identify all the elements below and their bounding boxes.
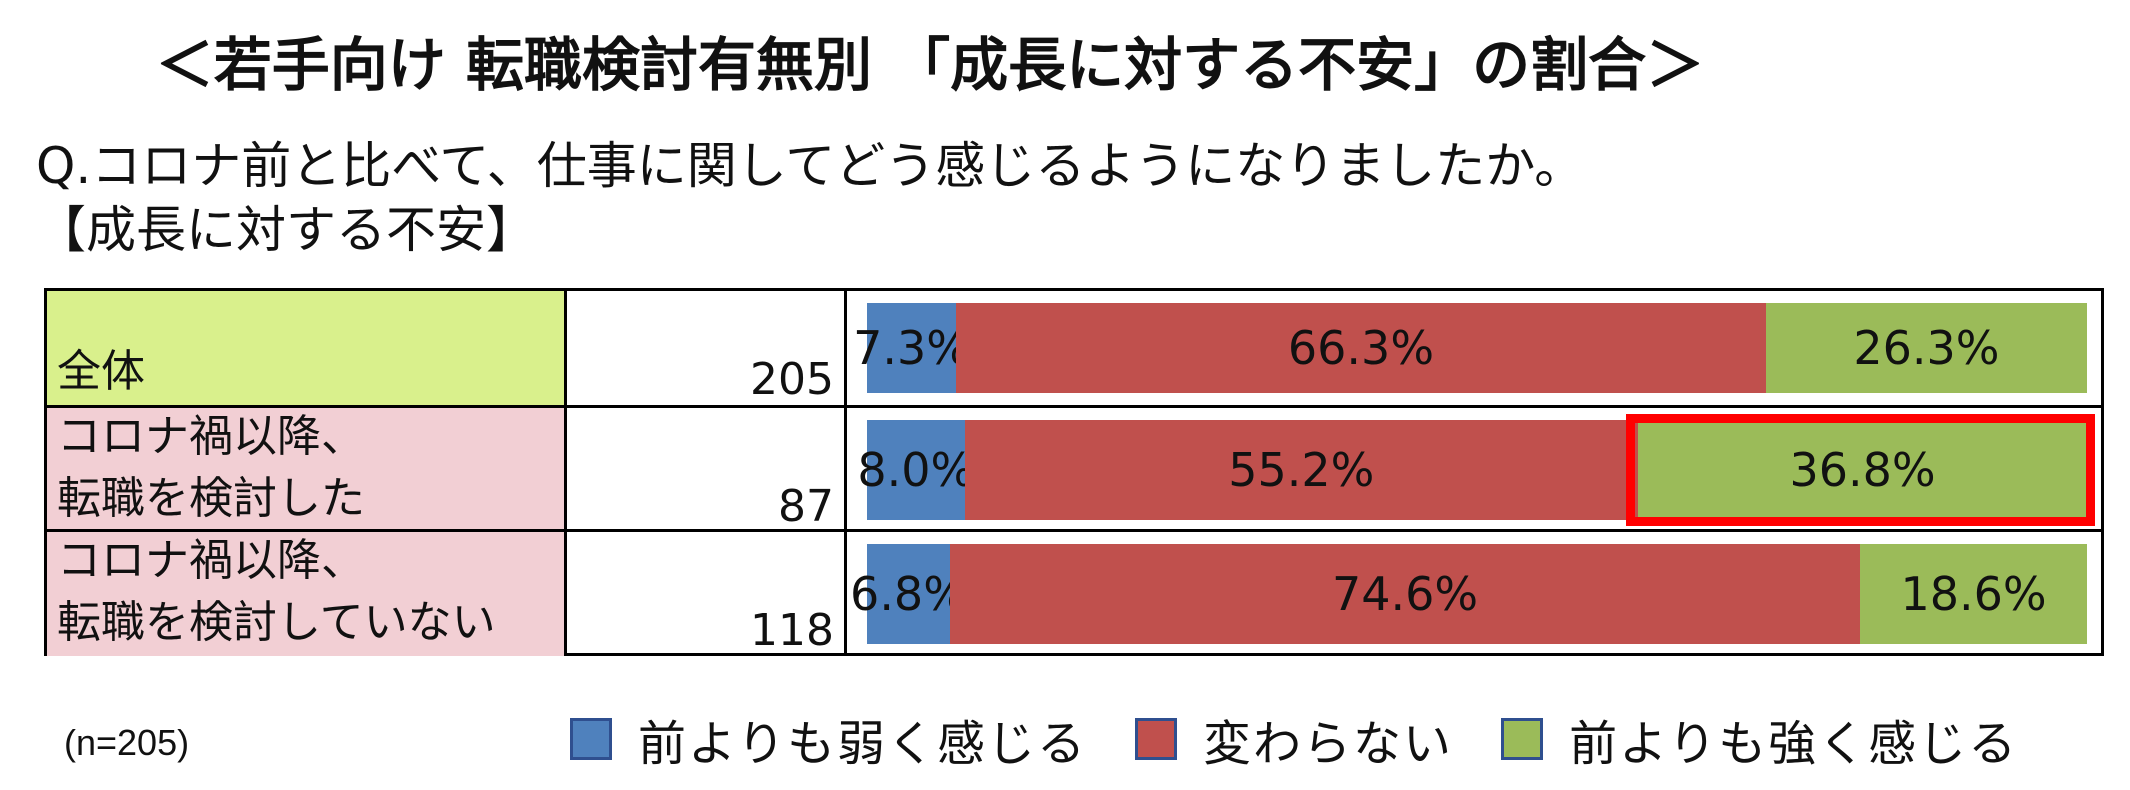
bar-segment: 74.6% bbox=[949, 544, 1861, 644]
highlight-box bbox=[1626, 414, 2095, 526]
category-label: コロナ禍以降、 転職を検討していない bbox=[47, 532, 567, 656]
chart-row: 全体 205 7.3% 66.3% 26.3% bbox=[47, 291, 2101, 405]
bar-segment: 66.3% bbox=[956, 303, 1766, 393]
chart-row: コロナ禍以降、 転職を検討していない 118 6.8% 74.6% 18.6% bbox=[47, 529, 2101, 656]
data-label: 6.8% bbox=[850, 567, 967, 621]
stacked-bar: 6.8% 74.6% 18.6% bbox=[850, 544, 2087, 644]
chart-title: ＜若手向け 転職検討有無別 「成長に対する不安」の割合＞ bbox=[155, 31, 1705, 99]
chart-row: コロナ禍以降、 転職を検討した 87 8.0% 55.2% 36.8% bbox=[47, 405, 2101, 532]
chart-legend: 前よりも弱く感じる 変わらない 前よりも強く感じる bbox=[570, 704, 2066, 774]
data-label: 18.6% bbox=[1900, 567, 2047, 621]
legend-label: 前よりも強く感じる bbox=[1569, 716, 2019, 772]
chart-subtitle: 【成長に対する不安】 bbox=[36, 201, 536, 259]
sample-count: 205 bbox=[567, 291, 847, 405]
data-label: 66.3% bbox=[1287, 321, 1435, 375]
sample-count: 87 bbox=[567, 408, 847, 532]
data-label: 26.3% bbox=[1853, 321, 2000, 375]
question-text: Q.コロナ前と比べて、仕事に関してどう感じるようになりましたか。 bbox=[36, 137, 1585, 195]
bar-cell: 8.0% 55.2% 36.8% bbox=[847, 408, 2101, 532]
legend-swatch bbox=[1501, 718, 1544, 760]
sample-count: 118 bbox=[567, 532, 847, 656]
data-label: 8.0% bbox=[857, 443, 975, 497]
legend-item: 前よりも強く感じる bbox=[1501, 704, 2018, 774]
category-label: コロナ禍以降、 転職を検討した bbox=[47, 408, 567, 532]
bar-segment: 7.3% bbox=[853, 303, 970, 393]
legend-label: 変わらない bbox=[1203, 716, 1454, 772]
stacked-bar-table: 全体 205 7.3% 66.3% 26.3% コロナ禍以降、 転職を検討した 87 8.0%… bbox=[44, 288, 2104, 656]
data-label: 36.8% bbox=[1789, 443, 1936, 497]
data-label: 74.6% bbox=[1331, 567, 1479, 621]
legend-swatch bbox=[1135, 718, 1178, 760]
legend-swatch bbox=[570, 718, 612, 760]
data-label: 7.3% bbox=[853, 321, 971, 375]
legend-item: 前よりも弱く感じる bbox=[570, 704, 1087, 774]
bar-cell: 6.8% 74.6% 18.6% bbox=[847, 532, 2101, 656]
bar-segment: 36.8% bbox=[1638, 420, 2087, 520]
bar-cell: 7.3% 66.3% 26.3% bbox=[847, 291, 2101, 405]
bar-segment: 6.8% bbox=[850, 544, 967, 644]
bar-segment: 55.2% bbox=[964, 420, 1639, 520]
bar-segment: 18.6% bbox=[1860, 544, 2087, 644]
bar-segment: 8.0% bbox=[857, 420, 974, 520]
bar-segment: 26.3% bbox=[1765, 303, 2087, 393]
legend-label: 前よりも弱く感じる bbox=[638, 716, 1088, 772]
category-label: 全体 bbox=[47, 291, 567, 405]
stacked-bar: 7.3% 66.3% 26.3% bbox=[853, 303, 2087, 393]
data-label: 55.2% bbox=[1228, 443, 1375, 497]
sample-size-note: (n=205) bbox=[64, 722, 190, 763]
legend-item: 変わらない bbox=[1135, 704, 1453, 774]
stacked-bar: 8.0% 55.2% 36.8% bbox=[857, 420, 2087, 520]
